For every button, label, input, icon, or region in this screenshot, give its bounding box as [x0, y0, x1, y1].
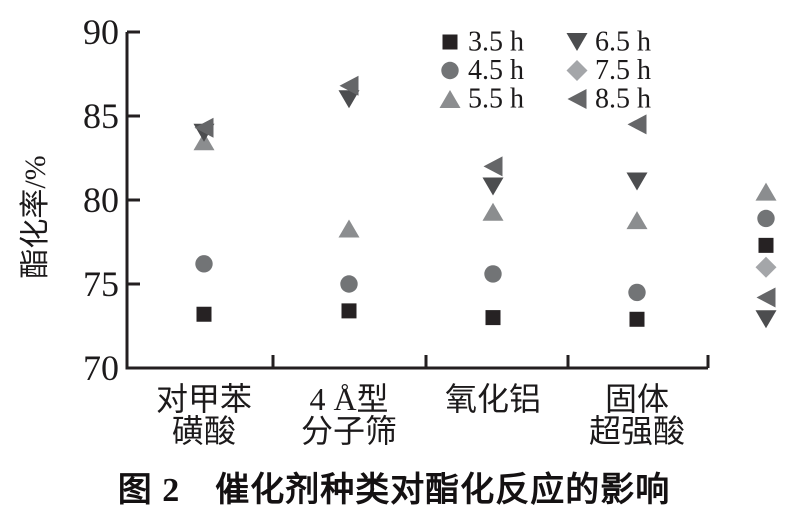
triangle-down-marker [482, 177, 504, 196]
triangle-left-marker-edge [756, 287, 776, 308]
x-category-label: 磺酸 [172, 413, 236, 449]
y-tick-label: 80 [83, 180, 119, 220]
circle-marker [484, 265, 502, 283]
y-tick-label: 70 [83, 348, 119, 388]
triangle-up-marker-edge [755, 182, 777, 201]
y-tick-label: 75 [83, 264, 119, 304]
triangle-left-marker [627, 114, 647, 135]
legend-triangle-down-icon [566, 33, 588, 51]
y-axis-title: 酯化率/% [19, 155, 52, 279]
triangle-up-marker [482, 202, 504, 221]
legend-diamond-icon [566, 60, 588, 81]
legend-label: 5.5 h [468, 84, 524, 115]
triangle-down-marker [338, 90, 360, 109]
legend-label: 7.5 h [595, 55, 651, 86]
axis-lines [125, 32, 708, 370]
triangle-up-marker [338, 219, 360, 238]
triangle-down-marker-edge [755, 310, 777, 329]
x-category-label: 分子筛 [301, 413, 397, 449]
x-category-label: 超强酸 [589, 413, 685, 449]
legend-label: 4.5 h [468, 55, 524, 86]
circle-marker [195, 255, 213, 273]
figure-caption: 图 2 催化剂种类对酯化反应的影响 [117, 472, 671, 509]
square-marker [485, 310, 501, 326]
circle-marker [628, 283, 646, 302]
square-marker [196, 306, 212, 322]
x-category-label: 4 Å型 [309, 381, 388, 417]
circle-marker [340, 275, 358, 293]
square-marker [629, 311, 645, 327]
triangle-left-marker [483, 156, 503, 177]
x-category-label: 对甲苯 [156, 381, 252, 417]
x-category-label: 固体 [605, 381, 669, 417]
legend-square-icon [442, 34, 458, 50]
triangle-left-marker [339, 75, 359, 96]
triangle-left-marker [194, 117, 214, 138]
legend-label: 6.5 h [595, 27, 651, 58]
square-marker-edge [758, 237, 774, 253]
diamond-marker-edge [755, 256, 777, 278]
x-category-label: 氧化铝 [445, 381, 541, 417]
legend-triangle-left-icon [567, 89, 587, 109]
y-tick-label: 85 [83, 96, 119, 136]
legend-circle-icon [441, 61, 459, 80]
y-tick-label: 90 [83, 12, 119, 52]
triangle-up-marker [626, 211, 648, 230]
legend-triangle-up-icon [439, 90, 461, 108]
legend-label: 8.5 h [595, 84, 651, 115]
square-marker [341, 303, 357, 319]
circle-marker-edge [757, 209, 775, 228]
legend-label: 3.5 h [468, 27, 524, 58]
triangle-down-marker [626, 172, 648, 191]
